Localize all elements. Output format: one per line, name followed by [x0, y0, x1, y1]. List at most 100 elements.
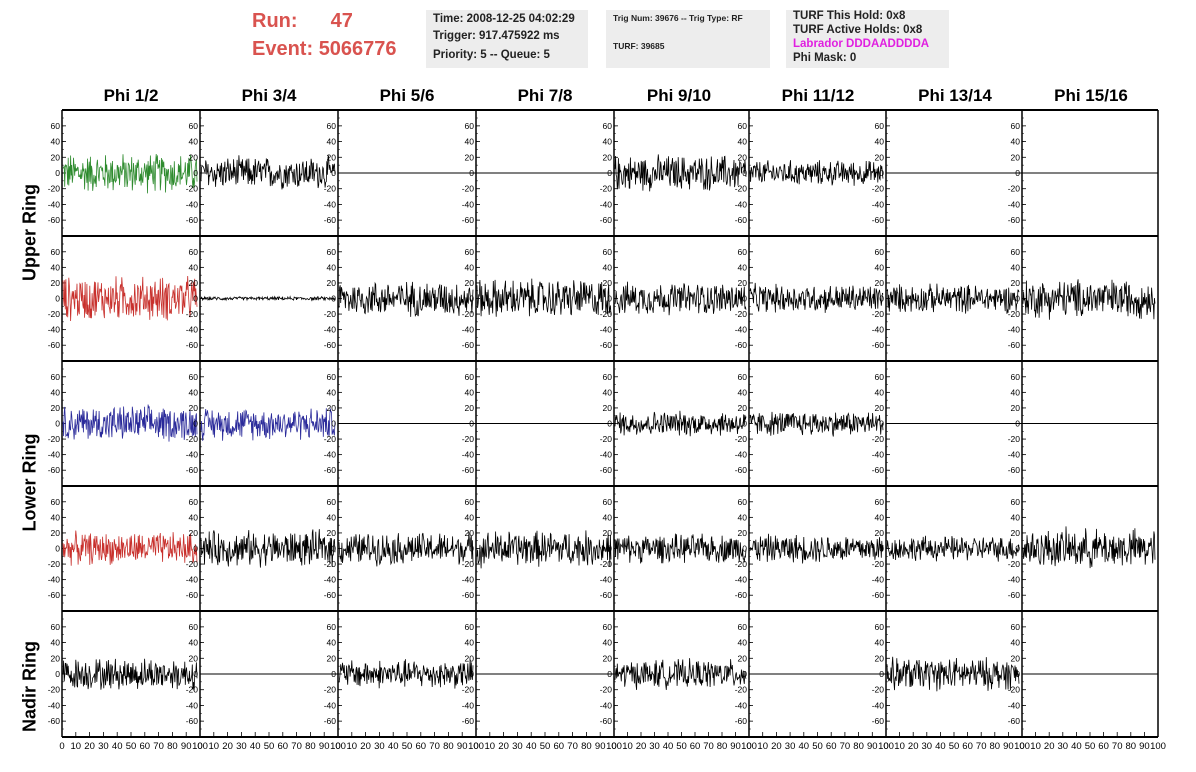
- y-tick-label: -20: [48, 685, 61, 695]
- x-tick-label: 40: [112, 741, 123, 752]
- x-tick-label: 70: [1112, 741, 1123, 752]
- y-tick-label: 40: [875, 137, 885, 147]
- y-tick-label: -40: [186, 450, 199, 460]
- x-tick-label: 50: [812, 741, 823, 752]
- y-tick-label: 0: [607, 544, 612, 554]
- x-tick-label: 20: [636, 741, 647, 752]
- x-tick-label: 90: [730, 741, 741, 752]
- x-tick-label: 20: [360, 741, 371, 752]
- y-tick-label: 0: [742, 669, 747, 679]
- y-tick-label: 60: [875, 121, 885, 131]
- y-tick-label: 0: [469, 294, 474, 304]
- event-label: Event:: [252, 38, 314, 60]
- y-tick-label: 0: [742, 544, 747, 554]
- y-tick-label: -20: [735, 184, 748, 194]
- y-tick-label: 60: [189, 121, 199, 131]
- y-tick-label: 20: [875, 278, 885, 288]
- y-tick-label: 20: [51, 152, 61, 162]
- y-tick-label: 20: [603, 653, 613, 663]
- column-header-phi-3-4: Phi 3/4: [241, 86, 297, 105]
- y-tick-label: -20: [735, 685, 748, 695]
- x-tick-label: 80: [305, 741, 316, 752]
- waveform-trace: [200, 154, 336, 190]
- y-tick-label: 60: [189, 497, 199, 507]
- y-tick-label: 60: [327, 121, 337, 131]
- y-tick-label: 60: [603, 622, 613, 632]
- y-tick-label: 20: [875, 152, 885, 162]
- y-tick-label: 0: [607, 294, 612, 304]
- x-tick-label: 50: [676, 741, 687, 752]
- y-tick-label: 0: [193, 419, 198, 429]
- y-tick-label: 0: [193, 294, 198, 304]
- column-header-phi-1-2: Phi 1/2: [103, 86, 159, 105]
- y-tick-label: 60: [189, 372, 199, 382]
- y-tick-label: 20: [189, 278, 199, 288]
- waveform-trace: [62, 404, 198, 442]
- x-tick-label: 20: [771, 741, 782, 752]
- y-tick-label: 0: [742, 419, 747, 429]
- x-tick-label: 30: [922, 741, 933, 752]
- y-tick-label: 40: [1011, 638, 1021, 648]
- y-tick-label: 20: [465, 278, 475, 288]
- phi-mask-text: Phi Mask: 0: [793, 52, 857, 64]
- y-tick-label: 40: [738, 638, 748, 648]
- waveform-trace: [476, 530, 612, 569]
- y-tick-label: 20: [465, 403, 475, 413]
- x-tick-label: 10: [71, 741, 82, 752]
- y-tick-label: -40: [872, 575, 885, 585]
- x-tick-label: 50: [1085, 741, 1096, 752]
- x-tick-label: 50: [264, 741, 275, 752]
- y-tick-label: 60: [738, 247, 748, 257]
- y-tick-label: 40: [51, 137, 61, 147]
- x-tick-label: 60: [826, 741, 837, 752]
- y-tick-label: -60: [48, 590, 61, 600]
- y-tick-label: -20: [462, 559, 475, 569]
- x-tick-label: 100: [741, 741, 757, 752]
- y-tick-label: -60: [186, 716, 199, 726]
- y-tick-label: 20: [875, 403, 885, 413]
- waveform-trace: [62, 153, 198, 194]
- priority-text: Priority: 5 -- Queue: 5: [433, 49, 550, 61]
- trig-num-text: Trig Num: 39676 -- Trig Type: RF: [613, 13, 743, 23]
- y-tick-label: 0: [55, 168, 60, 178]
- y-tick-label: 0: [879, 419, 884, 429]
- waveform-trace: [614, 533, 747, 564]
- waveform-trace: [886, 283, 1020, 314]
- y-tick-label: -20: [1008, 434, 1021, 444]
- x-tick-label: 80: [990, 741, 1001, 752]
- y-tick-label: 40: [465, 262, 475, 272]
- y-tick-label: -20: [872, 685, 885, 695]
- x-tick-label: 0: [1019, 741, 1024, 752]
- x-tick-label: 100: [1150, 741, 1166, 752]
- y-tick-label: 0: [607, 669, 612, 679]
- y-tick-label: 0: [607, 168, 612, 178]
- y-tick-label: 0: [331, 168, 336, 178]
- y-tick-label: 0: [469, 419, 474, 429]
- y-tick-label: -20: [735, 309, 748, 319]
- y-tick-label: -20: [324, 309, 337, 319]
- y-tick-label: -40: [186, 700, 199, 710]
- y-tick-label: -60: [186, 590, 199, 600]
- turf-active-holds-text: TURF Active Holds: 0x8: [793, 24, 923, 36]
- x-tick-label: 60: [554, 741, 565, 752]
- x-tick-label: 10: [347, 741, 358, 752]
- y-tick-label: 40: [51, 262, 61, 272]
- y-tick-label: -40: [324, 199, 337, 209]
- y-tick-label: 60: [875, 247, 885, 257]
- y-tick-label: 20: [738, 152, 748, 162]
- y-tick-label: -60: [872, 590, 885, 600]
- y-tick-label: 40: [875, 512, 885, 522]
- y-tick-label: -60: [48, 716, 61, 726]
- y-tick-label: 20: [51, 528, 61, 538]
- y-tick-label: 20: [738, 278, 748, 288]
- y-tick-label: 40: [465, 512, 475, 522]
- y-tick-label: 0: [607, 419, 612, 429]
- x-tick-label: 40: [526, 741, 537, 752]
- y-tick-label: 0: [193, 544, 198, 554]
- x-tick-label: 80: [443, 741, 454, 752]
- y-tick-label: -60: [735, 465, 748, 475]
- y-tick-label: 0: [879, 544, 884, 554]
- y-tick-label: -40: [462, 325, 475, 335]
- y-tick-label: 20: [327, 152, 337, 162]
- waveform-trace: [614, 281, 747, 316]
